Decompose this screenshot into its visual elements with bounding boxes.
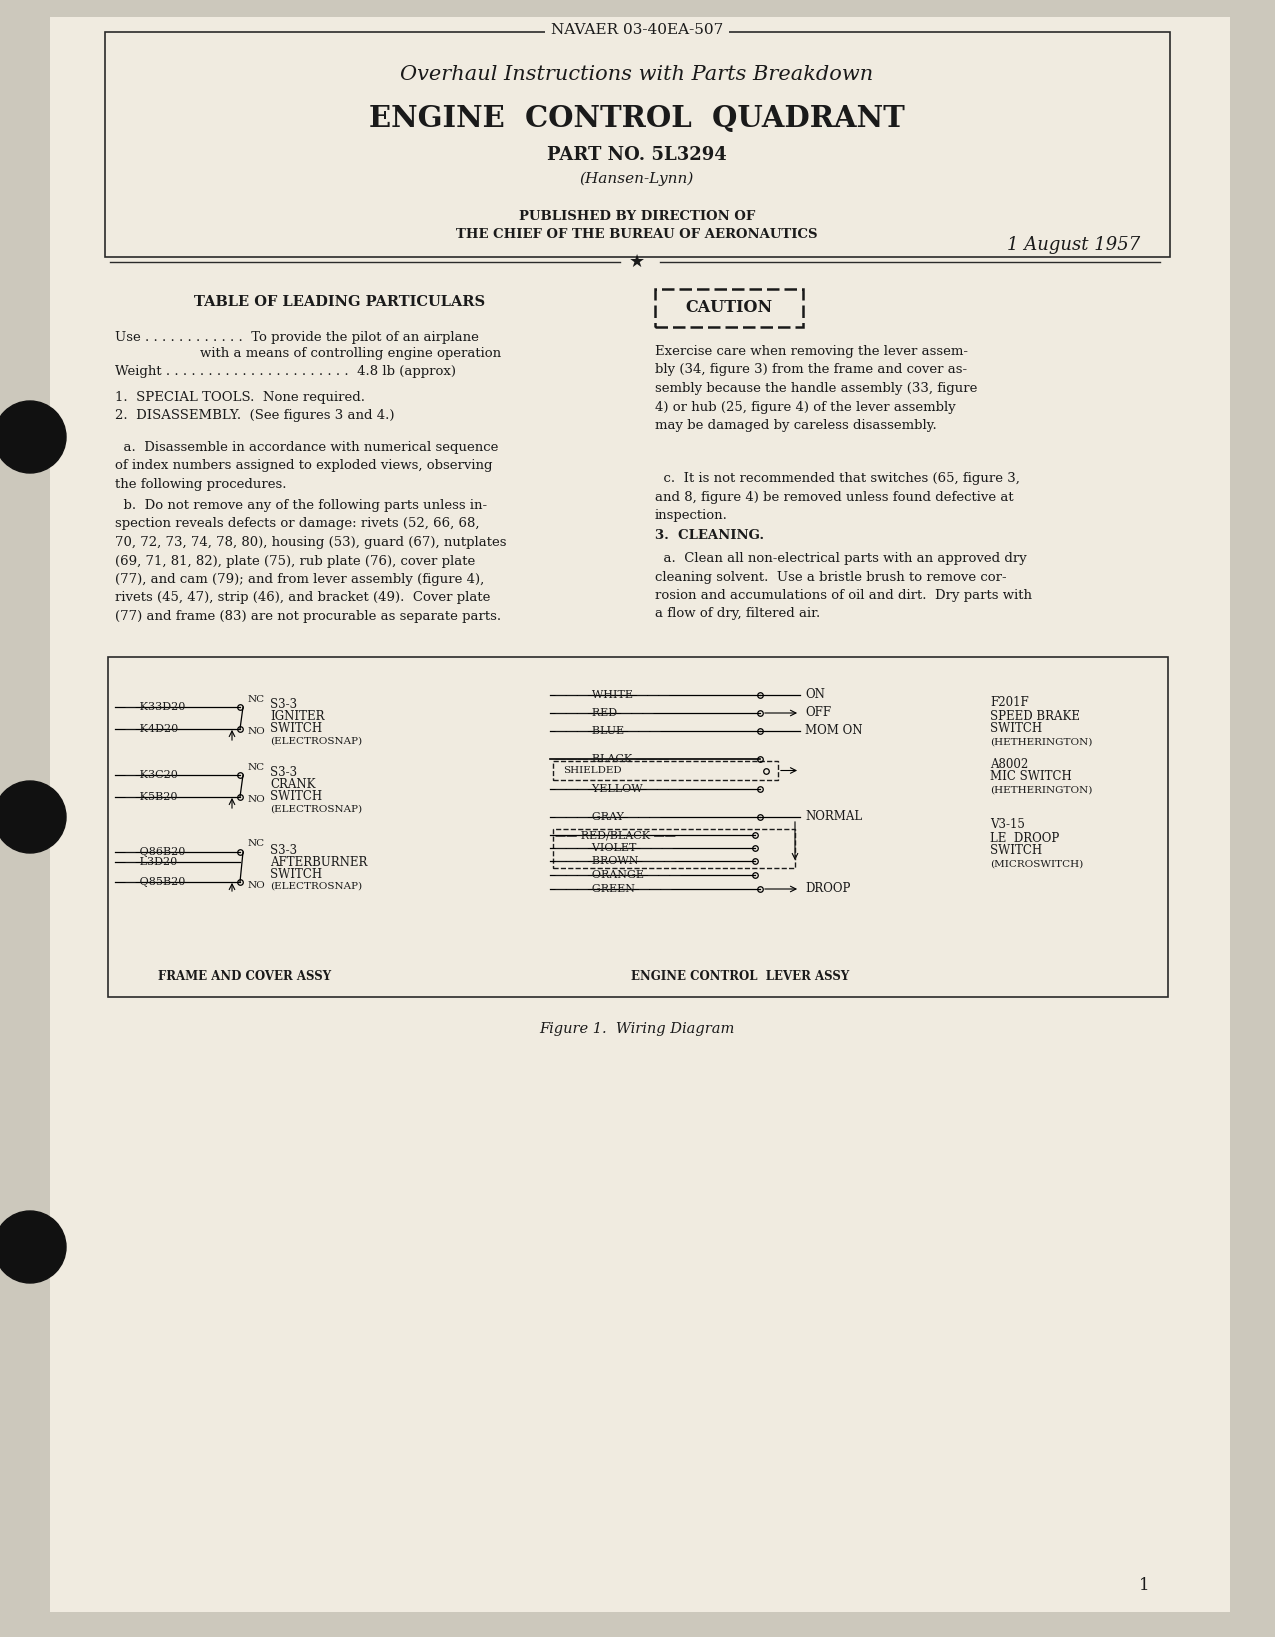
Text: SHIELDED: SHIELDED bbox=[564, 766, 622, 774]
Text: TABLE OF LEADING PARTICULARS: TABLE OF LEADING PARTICULARS bbox=[194, 295, 486, 309]
Text: — K3C20: — K3C20 bbox=[125, 769, 178, 779]
Text: ——— GREEN ———: ——— GREEN ——— bbox=[555, 884, 672, 894]
Text: S3-3: S3-3 bbox=[270, 843, 297, 856]
Text: NAVAER 03-40EA-507: NAVAER 03-40EA-507 bbox=[551, 23, 723, 38]
Text: (MICROSWITCH): (MICROSWITCH) bbox=[989, 859, 1084, 869]
Text: Figure 1.  Wiring Diagram: Figure 1. Wiring Diagram bbox=[539, 1021, 734, 1036]
Circle shape bbox=[0, 781, 66, 853]
Text: CAUTION: CAUTION bbox=[686, 300, 773, 316]
Text: SWITCH: SWITCH bbox=[270, 722, 323, 735]
Text: ——— WHITE ———: ——— WHITE ——— bbox=[555, 691, 669, 701]
Text: — K5B20: — K5B20 bbox=[125, 792, 177, 802]
Text: SWITCH: SWITCH bbox=[270, 868, 323, 881]
Text: c.  It is not recommended that switches (65, figure 3,
and 8, figure 4) be remov: c. It is not recommended that switches (… bbox=[655, 471, 1020, 522]
Bar bbox=[553, 761, 778, 779]
Text: Weight . . . . . . . . . . . . . . . . . . . . . .  4.8 lb (approx): Weight . . . . . . . . . . . . . . . . .… bbox=[115, 365, 456, 378]
Text: MOM ON: MOM ON bbox=[805, 725, 862, 738]
Text: b.  Do not remove any of the following parts unless in-
spection reveals defects: b. Do not remove any of the following pa… bbox=[115, 499, 506, 624]
Text: ——— BROWN ———: ——— BROWN ——— bbox=[555, 856, 676, 866]
Text: (ELECTROSNAP): (ELECTROSNAP) bbox=[270, 804, 362, 814]
Text: Overhaul Instructions with Parts Breakdown: Overhaul Instructions with Parts Breakdo… bbox=[400, 65, 873, 85]
Bar bbox=[108, 656, 1168, 997]
Text: 1.  SPECIAL TOOLS.  None required.: 1. SPECIAL TOOLS. None required. bbox=[115, 391, 365, 403]
Text: SWITCH: SWITCH bbox=[989, 845, 1042, 858]
Text: S3-3: S3-3 bbox=[270, 699, 297, 712]
Text: PUBLISHED BY DIRECTION OF: PUBLISHED BY DIRECTION OF bbox=[519, 211, 755, 224]
Text: 3.  CLEANING.: 3. CLEANING. bbox=[655, 529, 764, 542]
Text: SWITCH: SWITCH bbox=[989, 722, 1042, 735]
Text: IGNITER: IGNITER bbox=[270, 710, 325, 724]
Text: ——— BLACK ———: ——— BLACK ——— bbox=[555, 755, 669, 764]
Text: with a means of controlling engine operation: with a means of controlling engine opera… bbox=[200, 347, 501, 360]
Text: ENGINE CONTROL  LEVER ASSY: ENGINE CONTROL LEVER ASSY bbox=[631, 971, 849, 984]
Text: ——— YELLOW ———: ——— YELLOW ——— bbox=[555, 784, 680, 794]
Text: —— RED/BLACK ——: —— RED/BLACK —— bbox=[555, 830, 676, 840]
Text: FRAME AND COVER ASSY: FRAME AND COVER ASSY bbox=[158, 971, 332, 984]
Bar bbox=[553, 828, 796, 868]
Text: — K4D20: — K4D20 bbox=[125, 724, 178, 733]
Text: MIC SWITCH: MIC SWITCH bbox=[989, 771, 1072, 784]
Text: NC: NC bbox=[249, 763, 265, 771]
Text: 2.  DISASSEMBLY.  (See figures 3 and 4.): 2. DISASSEMBLY. (See figures 3 and 4.) bbox=[115, 409, 394, 421]
Text: — Q85B20: — Q85B20 bbox=[125, 877, 185, 887]
Text: Exercise care when removing the lever assem-
bly (34, figure 3) from the frame a: Exercise care when removing the lever as… bbox=[655, 345, 978, 432]
Text: CRANK: CRANK bbox=[270, 779, 315, 792]
Text: ON: ON bbox=[805, 689, 825, 702]
Text: OFF: OFF bbox=[805, 707, 831, 720]
Text: THE CHIEF OF THE BUREAU OF AERONAUTICS: THE CHIEF OF THE BUREAU OF AERONAUTICS bbox=[456, 229, 817, 242]
Text: ——— BLUE ———: ——— BLUE ——— bbox=[555, 725, 660, 737]
Text: V3-15: V3-15 bbox=[989, 818, 1025, 832]
Text: LE  DROOP: LE DROOP bbox=[989, 832, 1060, 845]
Text: ——— GRAY ———: ——— GRAY ——— bbox=[555, 812, 660, 822]
Text: S3-3: S3-3 bbox=[270, 766, 297, 779]
Text: 1 August 1957: 1 August 1957 bbox=[1007, 236, 1140, 254]
Text: NO: NO bbox=[249, 881, 265, 889]
Text: (HETHERINGTON): (HETHERINGTON) bbox=[989, 738, 1093, 746]
Text: NO: NO bbox=[249, 727, 265, 737]
Text: NO: NO bbox=[249, 796, 265, 804]
Text: F201F: F201F bbox=[989, 696, 1029, 709]
Circle shape bbox=[0, 1211, 66, 1283]
Text: 1: 1 bbox=[1140, 1576, 1150, 1593]
Text: (ELECTROSNAP): (ELECTROSNAP) bbox=[270, 737, 362, 745]
Text: AFTERBURNER: AFTERBURNER bbox=[270, 856, 367, 869]
Text: Use . . . . . . . . . . . .  To provide the pilot of an airplane: Use . . . . . . . . . . . . To provide t… bbox=[115, 331, 479, 344]
Text: a.  Clean all non-electrical parts with an approved dry
cleaning solvent.  Use a: a. Clean all non-electrical parts with a… bbox=[655, 552, 1031, 620]
Text: NC: NC bbox=[249, 840, 265, 848]
Text: — Q86B20: — Q86B20 bbox=[125, 846, 185, 858]
Text: ——— ORANGE ———: ——— ORANGE ——— bbox=[555, 869, 681, 881]
Text: (Hansen-Lynn): (Hansen-Lynn) bbox=[580, 172, 694, 187]
Text: DROOP: DROOP bbox=[805, 882, 850, 895]
Circle shape bbox=[0, 401, 66, 473]
Text: ——— RED ———: ——— RED ——— bbox=[555, 707, 654, 719]
Text: ENGINE  CONTROL  QUADRANT: ENGINE CONTROL QUADRANT bbox=[370, 105, 905, 134]
Text: NC: NC bbox=[249, 694, 265, 704]
Text: SPEED BRAKE: SPEED BRAKE bbox=[989, 709, 1080, 722]
Bar bbox=[105, 33, 1170, 257]
Text: ★: ★ bbox=[629, 254, 645, 272]
Text: — L3D20: — L3D20 bbox=[125, 858, 177, 868]
Text: a.  Disassemble in accordance with numerical sequence
of index numbers assigned : a. Disassemble in accordance with numeri… bbox=[115, 440, 499, 491]
Text: (HETHERINGTON): (HETHERINGTON) bbox=[989, 786, 1093, 794]
Text: — K33D20: — K33D20 bbox=[125, 702, 185, 712]
Text: A8002: A8002 bbox=[989, 758, 1028, 771]
Text: SWITCH: SWITCH bbox=[270, 791, 323, 804]
Text: PART NO. 5L3294: PART NO. 5L3294 bbox=[547, 146, 727, 164]
Text: (ELECTROSNAP): (ELECTROSNAP) bbox=[270, 881, 362, 891]
Text: NORMAL: NORMAL bbox=[805, 810, 862, 823]
Text: ——— VIOLET ———: ——— VIOLET ——— bbox=[555, 843, 673, 853]
